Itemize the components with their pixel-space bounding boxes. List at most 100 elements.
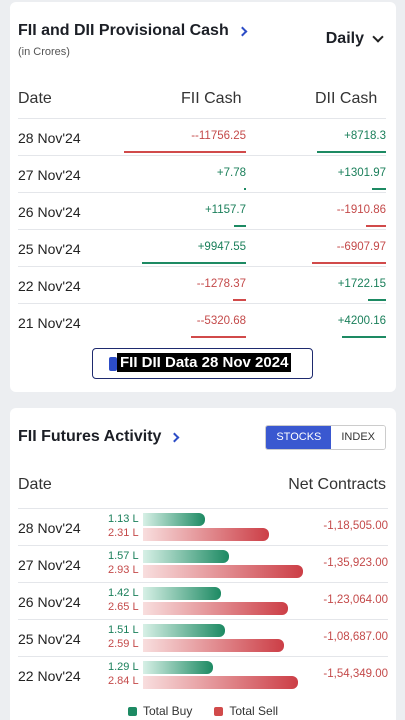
legend-swatch-buy bbox=[127, 706, 137, 716]
total-sell-value: 2.84 L bbox=[108, 675, 139, 687]
cash-table-row: 21 Nov'24 --5320.68 +4200.16 bbox=[18, 303, 386, 340]
fii-dii-data-button[interactable]: FII DII Data 28 Nov 2024 bbox=[92, 348, 313, 379]
total-buy-bar bbox=[143, 587, 221, 600]
futures-table-row: 26 Nov'24 1.42 L 2.65 L -1,23,064.00 bbox=[18, 582, 388, 619]
futures-table-row: 27 Nov'24 1.57 L 2.93 L -1,35,923.00 bbox=[18, 545, 388, 582]
total-buy-value: 1.57 L bbox=[108, 550, 139, 562]
legend-total-sell: Total Sell bbox=[214, 704, 278, 718]
row-date: 26 Nov'24 bbox=[18, 204, 81, 220]
legend-label-sell: Total Sell bbox=[229, 704, 279, 718]
row-date: 25 Nov'24 bbox=[18, 241, 81, 257]
dii-cash-bar bbox=[312, 262, 386, 264]
total-buy-value: 1.51 L bbox=[108, 624, 139, 636]
chevron-right-icon bbox=[237, 26, 248, 37]
dii-cash-value: +4200.16 bbox=[337, 315, 386, 327]
period-label: Daily bbox=[325, 30, 364, 47]
total-buy-value: 1.42 L bbox=[108, 587, 139, 599]
row-date: 27 Nov'24 bbox=[18, 167, 81, 183]
dii-cash-bar bbox=[372, 188, 386, 190]
legend-swatch-sell bbox=[214, 706, 224, 716]
chevron-right-icon bbox=[169, 432, 180, 443]
cash-table-row: 26 Nov'24 +1157.7 --1910.86 bbox=[18, 192, 386, 229]
futures-activity-card: FII Futures Activity STOCKS INDEX Date N… bbox=[10, 408, 396, 720]
dii-cash-bar bbox=[367, 299, 386, 301]
futures-table-row: 22 Nov'24 1.29 L 2.84 L -1,54,349.00 bbox=[18, 656, 388, 693]
total-sell-bar bbox=[143, 639, 285, 652]
fii-cash-bar bbox=[191, 336, 246, 338]
cash-table-row: 27 Nov'24 +7.78 +1301.97 bbox=[18, 155, 386, 192]
dii-cash-value: +1722.15 bbox=[337, 278, 386, 290]
fii-cash-bar bbox=[244, 188, 246, 190]
row-date: 26 Nov'24 bbox=[18, 594, 81, 610]
total-sell-value: 2.65 L bbox=[108, 601, 139, 613]
futures-table-row: 25 Nov'24 1.51 L 2.59 L -1,08,687.00 bbox=[18, 619, 388, 656]
futures-table-row: 28 Nov'24 1.13 L 2.31 L -1,18,505.00 bbox=[18, 508, 388, 545]
fii-cash-value: +7.78 bbox=[216, 167, 246, 179]
dii-cash-bar bbox=[341, 336, 386, 338]
provisional-cash-card: FII and DII Provisional Cash (in Crores)… bbox=[10, 2, 396, 392]
chart-legend: Total Buy Total Sell bbox=[10, 704, 396, 718]
fii-cash-bar bbox=[142, 262, 246, 264]
dii-cash-bar bbox=[365, 225, 386, 227]
futures-title: FII Futures Activity bbox=[18, 428, 162, 445]
net-contracts-value: -1,18,505.00 bbox=[323, 520, 388, 532]
provisional-cash-title-link[interactable]: FII and DII Provisional Cash bbox=[18, 22, 248, 40]
legend-label-buy: Total Buy bbox=[142, 704, 193, 718]
dii-cash-value: --1910.86 bbox=[336, 204, 386, 216]
fii-cash-value: --1278.37 bbox=[196, 278, 246, 290]
futures-title-link[interactable]: FII Futures Activity bbox=[18, 428, 180, 446]
total-sell-value: 2.93 L bbox=[108, 564, 139, 576]
fii-cash-bar bbox=[124, 151, 246, 153]
chevron-down-icon bbox=[372, 30, 384, 43]
units-subtitle: (in Crores) bbox=[18, 46, 70, 58]
net-contracts-value: -1,08,687.00 bbox=[323, 631, 388, 643]
dii-cash-value: +8718.3 bbox=[344, 130, 386, 142]
total-buy-bar bbox=[143, 550, 229, 563]
cash-table-row: 22 Nov'24 --1278.37 +1722.15 bbox=[18, 266, 386, 303]
total-sell-value: 2.59 L bbox=[108, 638, 139, 650]
total-buy-value: 1.13 L bbox=[108, 513, 139, 525]
banner-marker bbox=[109, 357, 117, 371]
banner-caption: FII DII Data 28 Nov 2024 bbox=[117, 353, 292, 372]
total-buy-value: 1.29 L bbox=[108, 661, 139, 673]
column-header-fii-cash: FII Cash bbox=[181, 90, 242, 107]
dii-cash-value: --6907.97 bbox=[336, 241, 386, 253]
fii-cash-bar bbox=[233, 225, 246, 227]
legend-total-buy: Total Buy bbox=[127, 704, 193, 718]
row-date: 21 Nov'24 bbox=[18, 315, 81, 331]
total-buy-bar bbox=[143, 661, 214, 674]
total-sell-bar bbox=[143, 565, 303, 578]
segment-toggle: STOCKS INDEX bbox=[265, 425, 386, 450]
row-date: 28 Nov'24 bbox=[18, 130, 81, 146]
net-contracts-value: -1,35,923.00 bbox=[323, 557, 388, 569]
net-contracts-value: -1,54,349.00 bbox=[323, 668, 388, 680]
dii-cash-bar bbox=[317, 151, 386, 153]
total-sell-value: 2.31 L bbox=[108, 527, 139, 539]
total-buy-bar bbox=[143, 624, 226, 637]
column-header-date: Date bbox=[18, 90, 52, 107]
tab-index[interactable]: INDEX bbox=[331, 426, 385, 449]
row-date: 28 Nov'24 bbox=[18, 520, 81, 536]
provisional-cash-title: FII and DII Provisional Cash bbox=[18, 22, 229, 39]
total-buy-bar bbox=[143, 513, 205, 526]
row-date: 27 Nov'24 bbox=[18, 557, 81, 573]
cash-table-row: 25 Nov'24 +9947.55 --6907.97 bbox=[18, 229, 386, 266]
row-date: 25 Nov'24 bbox=[18, 631, 81, 647]
fii-cash-value: +1157.7 bbox=[204, 204, 246, 216]
net-contracts-value: -1,23,064.00 bbox=[323, 594, 388, 606]
total-sell-bar bbox=[143, 602, 288, 615]
tab-stocks[interactable]: STOCKS bbox=[266, 426, 332, 449]
column-header-net-contracts: Net Contracts bbox=[288, 476, 386, 493]
fii-cash-value: --5320.68 bbox=[196, 315, 246, 327]
row-date: 22 Nov'24 bbox=[18, 668, 81, 684]
period-dropdown[interactable]: Daily bbox=[325, 30, 384, 48]
column-header-date: Date bbox=[18, 476, 52, 493]
row-date: 22 Nov'24 bbox=[18, 278, 81, 294]
fii-cash-bar bbox=[232, 299, 246, 301]
total-sell-bar bbox=[143, 676, 299, 689]
fii-cash-value: --11756.25 bbox=[191, 130, 246, 142]
cash-table-row: 28 Nov'24 --11756.25 +8718.3 bbox=[18, 118, 386, 155]
dii-cash-value: +1301.97 bbox=[337, 167, 386, 179]
column-header-dii-cash: DII Cash bbox=[315, 90, 378, 107]
fii-cash-value: +9947.55 bbox=[197, 241, 246, 253]
